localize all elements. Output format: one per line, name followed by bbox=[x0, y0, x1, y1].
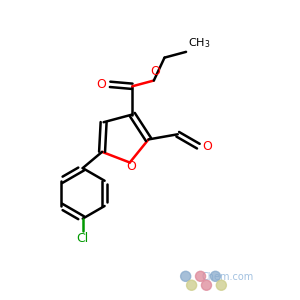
Circle shape bbox=[201, 280, 212, 290]
Text: O: O bbox=[97, 78, 106, 91]
Text: O: O bbox=[126, 160, 136, 172]
Text: O: O bbox=[150, 64, 160, 77]
Text: O: O bbox=[202, 140, 212, 153]
Circle shape bbox=[187, 280, 197, 290]
Circle shape bbox=[181, 271, 191, 281]
Circle shape bbox=[210, 271, 220, 281]
Text: Cl: Cl bbox=[76, 232, 89, 245]
Text: Chem.com: Chem.com bbox=[201, 272, 254, 282]
Circle shape bbox=[216, 280, 226, 290]
Circle shape bbox=[196, 271, 206, 281]
Text: CH$_3$: CH$_3$ bbox=[188, 37, 210, 50]
